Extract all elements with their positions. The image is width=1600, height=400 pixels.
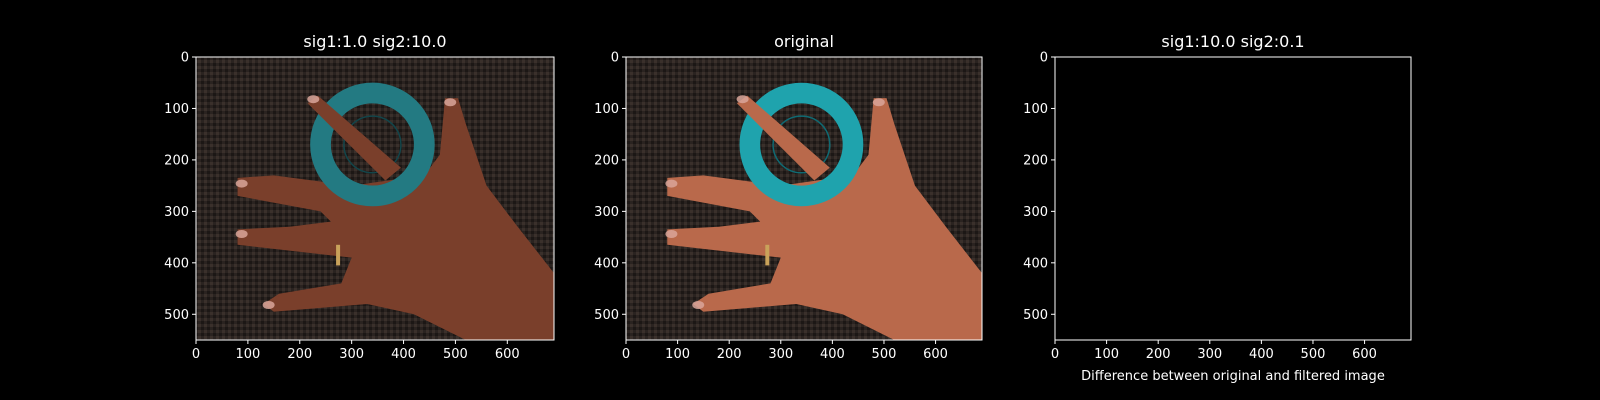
- x-tick-label: 0: [1051, 347, 1059, 362]
- fingernail: [736, 95, 749, 104]
- hand-shape: [237, 98, 554, 340]
- fingernail: [692, 301, 705, 310]
- panel-2: original 0 100 200 300 400 500 600 0 100 200 300 400…: [594, 32, 983, 362]
- fingernail: [665, 179, 678, 188]
- wedding-ring: [765, 244, 770, 266]
- axes-frame: [195, 56, 555, 341]
- y-tick-label: 0: [181, 51, 189, 66]
- ring-inner-edge: [772, 115, 831, 174]
- y-tick-label: 400: [164, 256, 189, 271]
- x-tick-label: 500: [443, 347, 468, 362]
- x-tick-label: 400: [391, 347, 416, 362]
- panel-title: sig1:10.0 sig2:0.1: [1161, 32, 1304, 51]
- panel-1: sig1:1.0 sig2:10.0 0 100 200 300 400 500 600 0 10…: [164, 32, 555, 362]
- x-tick-label: 200: [287, 347, 312, 362]
- y-tick-label: 400: [594, 256, 619, 271]
- x-tick-label: 0: [192, 347, 200, 362]
- x-tick-label: 200: [1146, 347, 1171, 362]
- panel-title: sig1:1.0 sig2:10.0: [303, 32, 446, 51]
- x-tick-label: 100: [665, 347, 690, 362]
- fingernail: [665, 230, 678, 239]
- x-tick-label: 100: [235, 347, 260, 362]
- x-axis-label: Difference between original and filtered…: [1081, 369, 1385, 384]
- x-tick-label: 600: [495, 347, 520, 362]
- y-tick-label: 0: [1040, 51, 1048, 66]
- y-tick-label: 200: [164, 153, 189, 168]
- x-tick-label: 300: [768, 347, 793, 362]
- teal-ring: [739, 82, 864, 207]
- index-finger: [307, 95, 401, 181]
- x-tick-label: 400: [820, 347, 845, 362]
- x-tick-label: 300: [339, 347, 364, 362]
- y-tick-label: 200: [594, 153, 619, 168]
- x-tick-label: 400: [1249, 347, 1274, 362]
- index-finger: [736, 95, 830, 181]
- axes-frame: [1054, 56, 1412, 341]
- y-tick-label: 300: [164, 205, 189, 220]
- x-tick-label: 300: [1197, 347, 1222, 362]
- panel-3: sig1:10.0 sig2:0.1 0 100 200 300 400 500 600 0 10…: [1023, 32, 1412, 384]
- x-tick-label: 500: [1301, 347, 1326, 362]
- y-tick-label: 300: [594, 205, 619, 220]
- teal-ring: [310, 82, 435, 207]
- hand-shape: [667, 98, 982, 340]
- y-tick-label: 100: [594, 102, 619, 117]
- y-tick-label: 200: [1023, 153, 1048, 168]
- x-tick-label: 200: [717, 347, 742, 362]
- y-tick-label: 0: [611, 51, 619, 66]
- image-difference: [1055, 57, 1411, 340]
- y-tick-label: 300: [1023, 205, 1048, 220]
- fingernail: [235, 230, 248, 239]
- y-tick-label: 500: [164, 308, 189, 323]
- y-tick-label: 100: [1023, 102, 1048, 117]
- fingernail: [262, 301, 275, 310]
- fingernail: [872, 98, 885, 107]
- fingernail: [307, 95, 320, 104]
- y-tick-label: 500: [1023, 308, 1048, 323]
- wedding-ring: [336, 244, 341, 266]
- x-tick-label: 100: [1094, 347, 1119, 362]
- y-tick-label: 400: [1023, 256, 1048, 271]
- x-tick-label: 600: [923, 347, 948, 362]
- x-tick-label: 600: [1352, 347, 1377, 362]
- panel-title: original: [774, 32, 834, 51]
- fingernail: [444, 98, 457, 107]
- x-tick-label: 500: [872, 347, 897, 362]
- x-tick-label: 0: [622, 347, 630, 362]
- y-tick-label: 100: [164, 102, 189, 117]
- fingernail: [235, 179, 248, 188]
- ring-inner-edge: [343, 115, 402, 174]
- axes-frame: [625, 56, 983, 341]
- y-tick-label: 500: [594, 308, 619, 323]
